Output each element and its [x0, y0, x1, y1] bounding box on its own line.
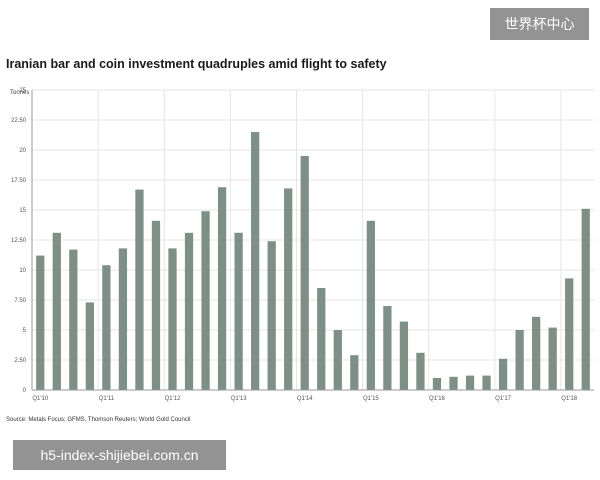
- bar: [581, 208, 590, 390]
- source-note: Source: Metals Focus; GFMS, Thomson Reut…: [6, 417, 191, 423]
- bar: [317, 288, 326, 390]
- y-tick-label: 0: [23, 388, 27, 394]
- bar: [217, 187, 227, 390]
- bar: [184, 232, 194, 390]
- bar: [432, 378, 442, 390]
- watermark-bottom: h5-index-shijiebei.com.cn: [13, 440, 226, 470]
- bar: [102, 265, 111, 390]
- y-tick-label: 20: [19, 148, 26, 154]
- bar: [333, 330, 342, 390]
- bar: [251, 132, 260, 390]
- x-tick-label: Q1'14: [297, 396, 313, 402]
- bar: [234, 232, 243, 390]
- bar: [482, 375, 491, 390]
- bar: [267, 241, 276, 390]
- y-tick-label: 7.50: [14, 298, 26, 304]
- y-tick-label: 2.50: [14, 358, 26, 364]
- y-tick-label: 10: [19, 268, 26, 274]
- x-tick-label: Q1'16: [429, 396, 445, 402]
- bar: [36, 255, 45, 390]
- x-tick-label: Q1'10: [32, 396, 48, 402]
- bar: [69, 249, 78, 390]
- bar: [350, 355, 359, 390]
- bar: [565, 278, 574, 390]
- x-tick-label: Q1'12: [165, 396, 181, 402]
- y-tick-label: 17.50: [11, 178, 27, 184]
- bar: [515, 330, 524, 390]
- bar: [201, 211, 210, 390]
- watermark-top: 世界杯中心: [490, 8, 589, 40]
- y-tick-label: 25: [19, 88, 26, 94]
- x-tick-label: Q1'17: [495, 396, 511, 402]
- y-tick-label: 5: [23, 328, 27, 334]
- bar: [366, 220, 375, 390]
- bar: [532, 316, 541, 390]
- chart-title: Iranian bar and coin investment quadrupl…: [6, 57, 387, 71]
- bar: [449, 376, 458, 390]
- x-tick-label: Q1'15: [363, 396, 379, 402]
- x-tick-label: Q1'18: [561, 396, 577, 402]
- bar: [168, 248, 177, 390]
- bar: [52, 232, 61, 390]
- bar: [85, 302, 94, 390]
- bar: [383, 306, 392, 390]
- x-tick-label: Q1'11: [99, 396, 115, 402]
- y-tick-label: 15: [19, 208, 26, 214]
- bar: [416, 352, 425, 390]
- bar: [151, 220, 161, 390]
- bar: [284, 188, 293, 390]
- bar: [300, 156, 309, 390]
- y-axis-label: Tonnes: [10, 90, 29, 96]
- y-tick-label: 12.50: [11, 238, 27, 244]
- bar: [399, 321, 409, 390]
- bar: [118, 248, 128, 390]
- bar: [135, 189, 144, 390]
- bar: [548, 327, 557, 390]
- x-tick-label: Q1'13: [231, 396, 247, 402]
- bar: [498, 358, 508, 390]
- y-tick-label: 22.50: [11, 118, 27, 124]
- bar: [465, 375, 475, 390]
